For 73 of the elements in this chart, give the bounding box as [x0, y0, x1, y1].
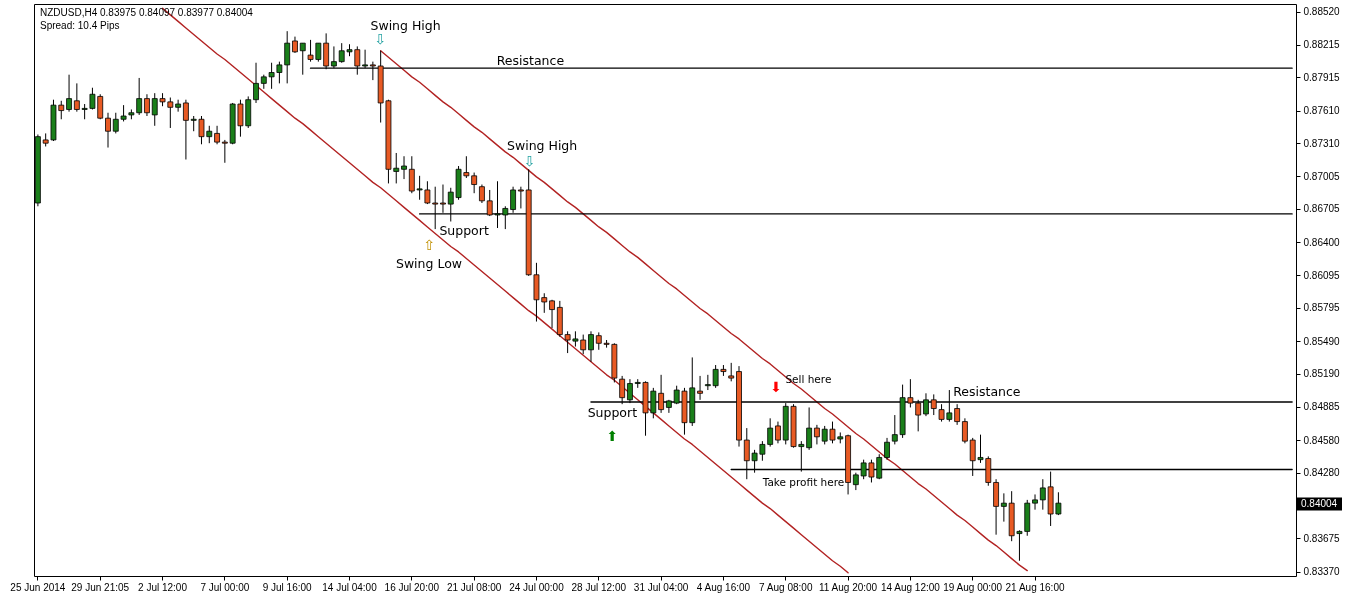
x-tick-label: 16 Jul 20:00 [384, 581, 440, 593]
candlestick [1032, 493, 1038, 511]
candlestick [66, 74, 72, 113]
annotation: Swing High [370, 18, 441, 33]
candlestick [253, 62, 259, 104]
candlestick [775, 421, 781, 444]
x-tick-label: 29 Jun 21:05 [71, 581, 130, 593]
y-tick-label: 0.88215 [1303, 39, 1341, 51]
candlestick [479, 184, 485, 204]
x-tick-label: 2 Jul 12:00 [138, 581, 188, 593]
x-tick-label: 9 Jul 16:00 [262, 581, 313, 593]
y-tick-label: 0.85795 [1303, 302, 1341, 314]
annotation: Support [439, 223, 489, 238]
annotation: Resistance [953, 384, 1021, 399]
annotation: Swing Low [395, 256, 463, 271]
annotation: ⬆ [606, 428, 619, 444]
y-tick-label: 0.86705 [1303, 203, 1341, 215]
y-tick-label: 0.84280 [1303, 467, 1341, 479]
y-tick-label: 0.84885 [1303, 401, 1341, 413]
x-tick-label: 21 Jul 08:00 [446, 581, 502, 593]
y-tick-label: 0.86400 [1303, 236, 1341, 248]
y-tick-label: 0.83675 [1303, 532, 1341, 544]
x-tick-label: 21 Aug 16:00 [1005, 581, 1065, 593]
y-tick-label: 0.83370 [1303, 566, 1341, 578]
candlestick [214, 125, 220, 145]
x-tick-label: 7 Aug 08:00 [759, 581, 813, 593]
candlestick [806, 406, 813, 451]
x-tick-label: 11 Aug 20:00 [818, 581, 878, 593]
candlestick [105, 112, 111, 149]
x-tick-label: 4 Aug 16:00 [696, 581, 751, 593]
candlestick [401, 155, 407, 180]
candlestick [183, 99, 189, 161]
x-tick-label: 25 Jun 2014 [10, 581, 66, 593]
candlestick [814, 424, 820, 445]
x-tick-label: 19 Aug 00:00 [943, 581, 1003, 593]
annotation: ⬇ [770, 379, 783, 395]
y-tick-label: 0.87310 [1303, 137, 1341, 149]
x-tick-label: 7 Jul 00:00 [200, 581, 250, 593]
candlestick [175, 99, 182, 113]
x-tick-label: 28 Jul 12:00 [571, 581, 627, 593]
annotation: ⇩ [523, 153, 536, 169]
annotation: Support [587, 405, 638, 420]
annotation: Take profit here [761, 476, 845, 488]
y-tick-label: 0.87915 [1303, 71, 1341, 83]
y-tick-label: 0.85490 [1303, 335, 1341, 347]
text: 0.84004 [1301, 498, 1338, 509]
candlestick [517, 186, 524, 209]
y-tick-label: 0.85190 [1303, 368, 1341, 380]
candlestick [962, 417, 968, 444]
x-tick-label: 31 Jul 04:00 [633, 581, 689, 593]
y-tick-label: 0.87610 [1303, 105, 1341, 117]
annotation: Swing High [507, 138, 578, 153]
candlestick [299, 42, 306, 76]
candlestick [588, 330, 594, 363]
x-tick-label: 14 Jul 04:00 [322, 581, 378, 593]
candlestick [549, 299, 555, 329]
candlestick [1000, 492, 1007, 523]
y-tick-label: 0.86095 [1303, 269, 1341, 281]
annotation: Resistance [496, 53, 565, 68]
candlestick [728, 362, 735, 382]
candlestick [884, 437, 890, 461]
candlestick [144, 93, 150, 117]
y-tick-label: 0.88520 [1303, 6, 1341, 18]
y-tick-label: 0.87005 [1303, 170, 1341, 182]
line-series [379, 50, 1028, 572]
text: Spread: 10.4 Pips [40, 20, 120, 31]
annotation: ⇩ [374, 31, 387, 47]
candlestick [993, 478, 999, 536]
annotation: Sell here [785, 373, 832, 385]
y-tick-label: 0.84580 [1303, 434, 1341, 446]
x-tick-label: 14 Aug 12:00 [880, 581, 941, 593]
annotation: ⇧ [423, 237, 435, 253]
x-tick-label: 24 Jul 00:00 [509, 581, 565, 593]
